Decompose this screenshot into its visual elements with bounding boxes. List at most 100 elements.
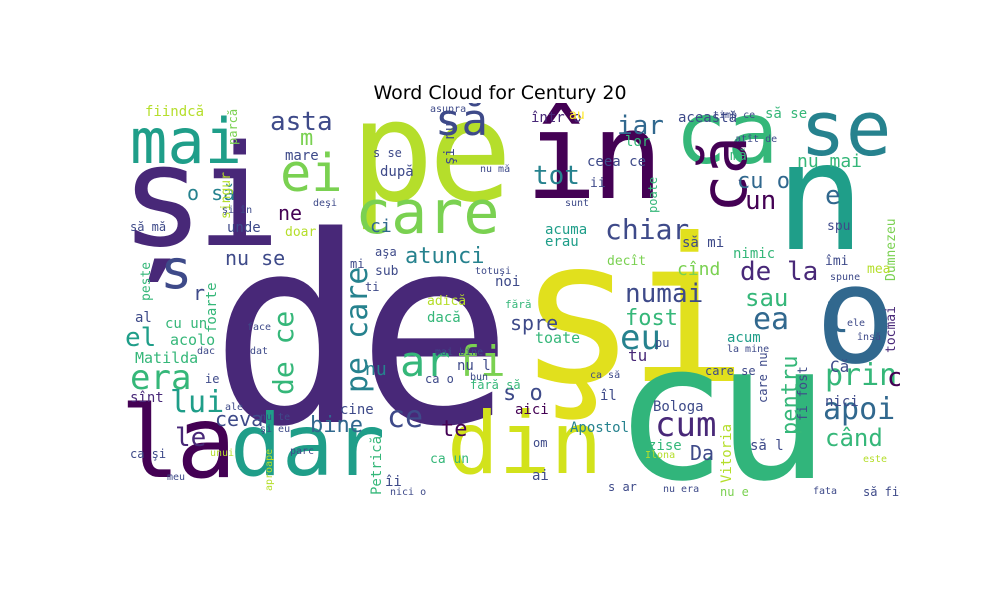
word-mai: mai [130,105,242,178]
word-n: n [775,111,866,285]
word-il: îl [600,388,617,404]
word-dac: dac [197,346,216,357]
word-sa-ma: să mă [130,220,167,234]
word-sint: sînt [130,390,164,406]
word-ie: ie [205,372,220,386]
word-Da: Da [690,441,715,465]
word-m: m [300,126,314,151]
word-ceea-ce: lor [625,134,651,150]
word-care-nu: care nu [756,352,770,403]
word-r: r [193,281,206,305]
word-fara-sa: fără să [470,378,521,392]
word-aceasta: au [569,108,585,123]
word-daca: dacă [427,310,461,326]
word-sunt: sunt [565,198,590,209]
word-si-eu: şi eu [260,424,291,435]
word-tocmai: tocmai [884,306,899,353]
word-unui: unui [210,448,235,459]
word-de: de [210,182,513,484]
word-tot: tot [533,161,580,191]
word-avea: să se [765,106,808,122]
word-iar: iar [617,111,664,141]
word-decit: decît [607,254,647,269]
word-era: era [130,358,192,398]
word-ceva: ceva [215,407,264,431]
word-o-sa: o să [187,181,236,205]
word-adica: adică [427,294,467,309]
word-mea: mea [867,262,891,277]
word-la: la [125,384,236,498]
word-el: el [125,323,157,353]
word-nu-era: nu era [663,484,700,495]
word-fiindca: fiindcă [145,104,205,120]
word-ca-sa: ca să [590,370,621,381]
word-Apostol: Apostol [570,420,630,436]
word-sa-mi: să mi [682,235,725,251]
word-fi: fi [455,337,506,386]
word-ca-breve-2: că [887,363,900,393]
word-se: se [800,103,892,173]
word-ii: mă [730,148,747,164]
word-nu-se: nu se [225,246,286,270]
word-e: e [825,181,841,211]
word-ar: ar [400,337,451,386]
word-peste: peste [139,261,154,301]
word-nimic: nimic [733,246,776,262]
word-dupa: după [380,164,414,180]
word-si-in: şi în [222,205,253,216]
word-de-la: de la [740,257,819,287]
word-ca: ca [675,103,779,184]
word-nu-ma: nu mă [480,164,511,175]
word-tu: tu [628,346,648,365]
chart-title: Word Cloud for Century 20 [373,82,627,104]
word-apoi: apoi [823,392,896,427]
word-spre: spre [510,311,559,335]
word-nu-e: nu e [720,485,749,498]
word-ne: ne [278,201,303,225]
word-la-mine: la mine [727,344,770,355]
word-l: l [825,296,850,342]
word-pu: pu [655,336,670,350]
word-sau: sau [745,284,789,312]
word-nici: nici [825,394,859,410]
word-ca-un: ca un [430,452,470,467]
word-o: o [815,237,897,394]
word-parca: parcă [226,108,240,145]
word-atit-de: atît de [735,134,778,145]
word-om: om [533,436,548,450]
word-asta: asta [270,107,333,137]
word-poate: poate [646,176,660,213]
word-acuma: acuma [545,222,588,238]
word-s-se: s se [373,146,402,160]
word-spune: spune [830,272,861,283]
word-ii-circ: îi [385,474,402,490]
word-aproape: aproape [264,448,275,491]
word-care: care [355,178,500,248]
word-si-nu: şi nu [442,122,458,165]
word-s: s [160,238,193,301]
word-asa: aşa [375,245,397,259]
word-acum: acum [727,330,761,346]
word-imi: îmi [825,254,849,269]
word-nu-mai: nu mai [797,151,863,172]
word-dat: dat [250,346,269,357]
word-fata: fata [813,486,838,497]
word-lor: această [678,110,738,126]
word-ele: ele [847,318,866,329]
word-fost: fost [625,306,678,331]
word-le: le [175,423,207,453]
word-cloud: de şi cu pe și în n o ca se la dar din m… [125,103,900,498]
word-ti: ti [365,280,380,294]
word-ai: ai [532,468,549,484]
word-Petrica: Petrică [369,435,385,495]
word-cu-o: cu o [737,169,790,194]
word-cand: când [825,424,883,452]
word-te: te [441,417,468,442]
word-sa-fie: să fie [863,485,900,498]
word-cu: cu [613,302,830,499]
word-spu: spu [827,219,851,234]
word-acolo: acolo [170,331,216,349]
word-al: al [135,310,152,326]
word-ca-si: ca şi [130,447,167,461]
word-deşi: deşi [313,198,338,209]
